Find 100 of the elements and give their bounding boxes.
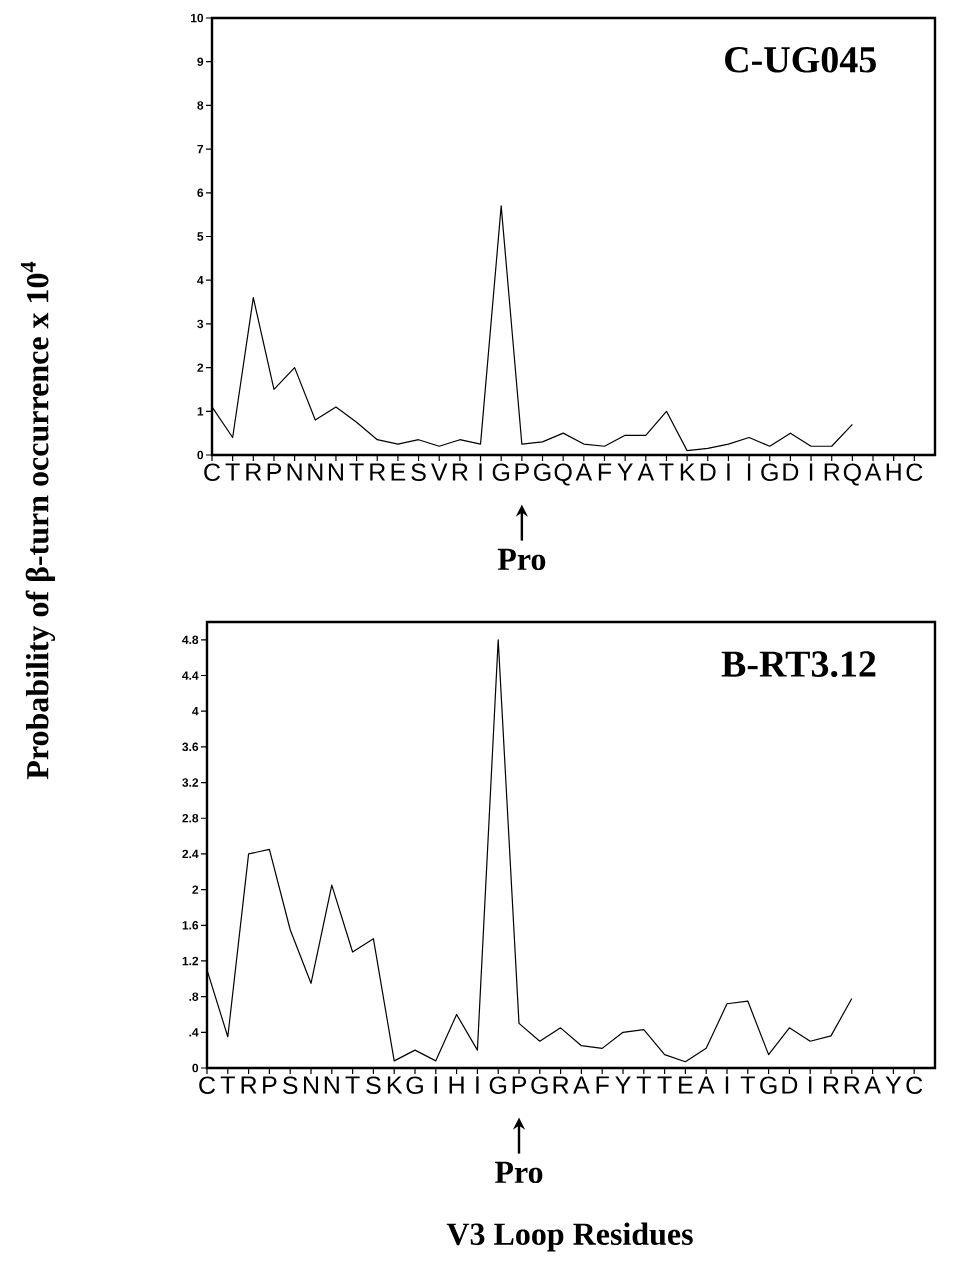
y-tick-label: 2 (197, 363, 204, 372)
x-tick-label: I (809, 463, 813, 481)
x-tick-label: I (479, 463, 482, 481)
x-tick-label: C (204, 463, 221, 482)
x-tick-label: R (246, 463, 262, 481)
x-tick-label: P (512, 1076, 527, 1094)
x-tick-label: Q (554, 463, 572, 486)
x-tick-label: G (534, 463, 551, 482)
y-tick-label: 7 (197, 144, 204, 154)
x-tick-label: A (697, 1076, 715, 1094)
x-tick-label: T (657, 1076, 672, 1094)
y-tick-label: 9 (197, 57, 204, 66)
x-tick-label: R (553, 1076, 569, 1094)
y-tick-label: 3.2 (182, 778, 199, 787)
x-tick-label: R (824, 463, 840, 481)
x-tick-label: T (636, 1076, 651, 1094)
x-tick-label: K (680, 463, 696, 481)
x-tick-label: T (225, 463, 240, 481)
x-tick-label: C (199, 1076, 216, 1095)
y-tick-label: 3.6 (182, 742, 199, 752)
y-tick-label: 4 (192, 707, 199, 716)
y-tick-label: .8 (189, 992, 199, 1001)
y-tick-label: 4.8 (182, 635, 199, 645)
x-tick-label: F (598, 463, 612, 481)
x-tick-label: T (220, 1076, 235, 1094)
x-tick-label: N (308, 463, 323, 481)
x-tick-label: R (824, 1076, 839, 1094)
x-tick-label: I (725, 1076, 729, 1094)
x-tick-label: S (366, 1076, 381, 1095)
y-tick-label: 2 (192, 885, 199, 894)
x-tick-label: Q (843, 463, 861, 486)
y-tick-label: 0 (192, 1063, 199, 1073)
x-tick-label: R (844, 1076, 860, 1094)
x-tick-label: T (659, 463, 674, 481)
y-tick-label: 6 (197, 188, 204, 198)
x-tick-label: P (263, 1076, 277, 1094)
x-tick-label: G (531, 1076, 548, 1095)
text: C-UG045 (725, 46, 876, 73)
y-axis-title: Probability of β-turn occurrence x 10$^{4}$ (20, 261, 56, 780)
x-tick-label: C (906, 1076, 923, 1095)
x-tick-label: G (406, 1076, 423, 1095)
y-tick-label: 10 (191, 13, 204, 23)
text: B-RT3.12 (721, 651, 876, 678)
x-tick-label: C (906, 463, 923, 482)
y-tick-label: .4 (189, 1028, 199, 1037)
y-tick-label: 1 (197, 407, 204, 416)
y-tick-label: 3 (197, 319, 204, 329)
x-tick-label: R (370, 463, 386, 481)
y-tick-label: 1.2 (182, 956, 199, 966)
x-tick-label: A (864, 1076, 881, 1094)
y-tick-label: 8 (197, 101, 204, 110)
x-tick-label: G (492, 463, 510, 482)
x-tick-label: N (287, 463, 302, 481)
x-tick-label: P (515, 463, 529, 481)
x-tick-label: A (573, 1076, 590, 1094)
x-tick-label: I (727, 463, 730, 481)
y-tick-label: 4.4 (182, 671, 199, 680)
x-tick-label: F (596, 1076, 609, 1094)
x-tick-label: G (489, 1076, 507, 1095)
x-tick-label: N (324, 1076, 339, 1094)
x-tick-label: D (782, 1076, 798, 1094)
x-tick-label: I (747, 463, 751, 481)
x-tick-label: A (637, 463, 655, 481)
x-tick-label: S (411, 463, 426, 482)
x-tick-label: Y (885, 1076, 902, 1094)
x-tick-label: I (476, 1076, 479, 1094)
x-tick-label: R (241, 1076, 257, 1094)
x-tick-label: D (700, 463, 716, 481)
x-tick-label: E (391, 463, 406, 481)
x-tick-label: S (282, 1076, 298, 1095)
x-tick-label: Y (617, 463, 633, 481)
text: Pro (497, 548, 546, 571)
x-tick-label: R (452, 463, 468, 481)
y-tick-label: 5 (197, 232, 204, 241)
x-tick-label: A (575, 463, 593, 481)
x-tick-label: N (328, 463, 343, 481)
text: Pro (494, 1161, 543, 1184)
x-tick-label: H (449, 1076, 464, 1094)
x-tick-label: A (864, 463, 882, 481)
x-tick-label: N (304, 1076, 318, 1094)
x-tick-label: T (740, 1076, 755, 1094)
x-tick-label: P (267, 463, 281, 481)
y-tick-label: 4 (197, 276, 204, 285)
y-tick-label: 2.8 (182, 813, 199, 823)
x-tick-label: D (783, 463, 799, 481)
x-tick-label: I (434, 1076, 437, 1094)
x-tick-label: I (809, 1076, 812, 1094)
x-tick-label: T (349, 463, 364, 481)
x-tick-label: Y (615, 1076, 631, 1094)
x-tick-label: T (345, 1076, 360, 1094)
x-tick-label: E (679, 1076, 693, 1094)
x-tick-label: H (886, 463, 901, 481)
x-tick-label: G (761, 463, 778, 482)
x-axis-title: V3 Loop Residues (446, 1222, 693, 1252)
y-tick-label: 1.6 (182, 921, 199, 930)
y-tick-label: 0 (197, 450, 204, 460)
x-tick-label: V (431, 463, 448, 481)
x-tick-label: K (387, 1076, 403, 1094)
x-tick-label: G (760, 1076, 777, 1095)
y-tick-label: 2.4 (182, 849, 199, 859)
